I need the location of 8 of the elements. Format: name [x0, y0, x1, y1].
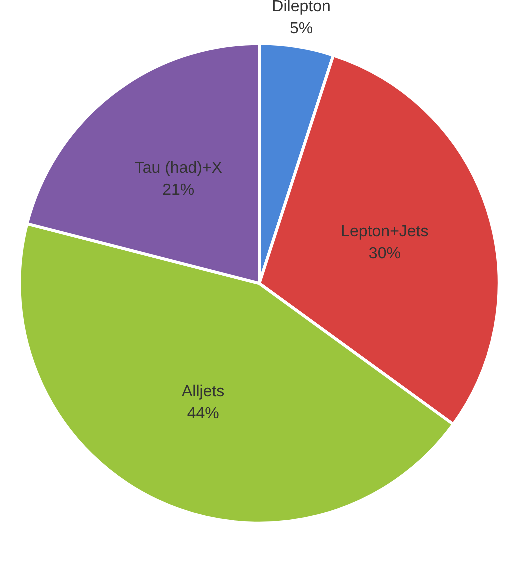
- data-label: 5%: [290, 20, 314, 38]
- slice-label: Tau (had)+X: [134, 160, 223, 177]
- data-label: 30%: [368, 245, 401, 262]
- slice-label: Dilepton: [272, 0, 331, 16]
- data-label: 44%: [187, 406, 220, 423]
- data-label: 21%: [162, 182, 195, 199]
- slice-label: Lepton+Jets: [341, 223, 429, 240]
- slice-label: Alljets: [182, 383, 225, 400]
